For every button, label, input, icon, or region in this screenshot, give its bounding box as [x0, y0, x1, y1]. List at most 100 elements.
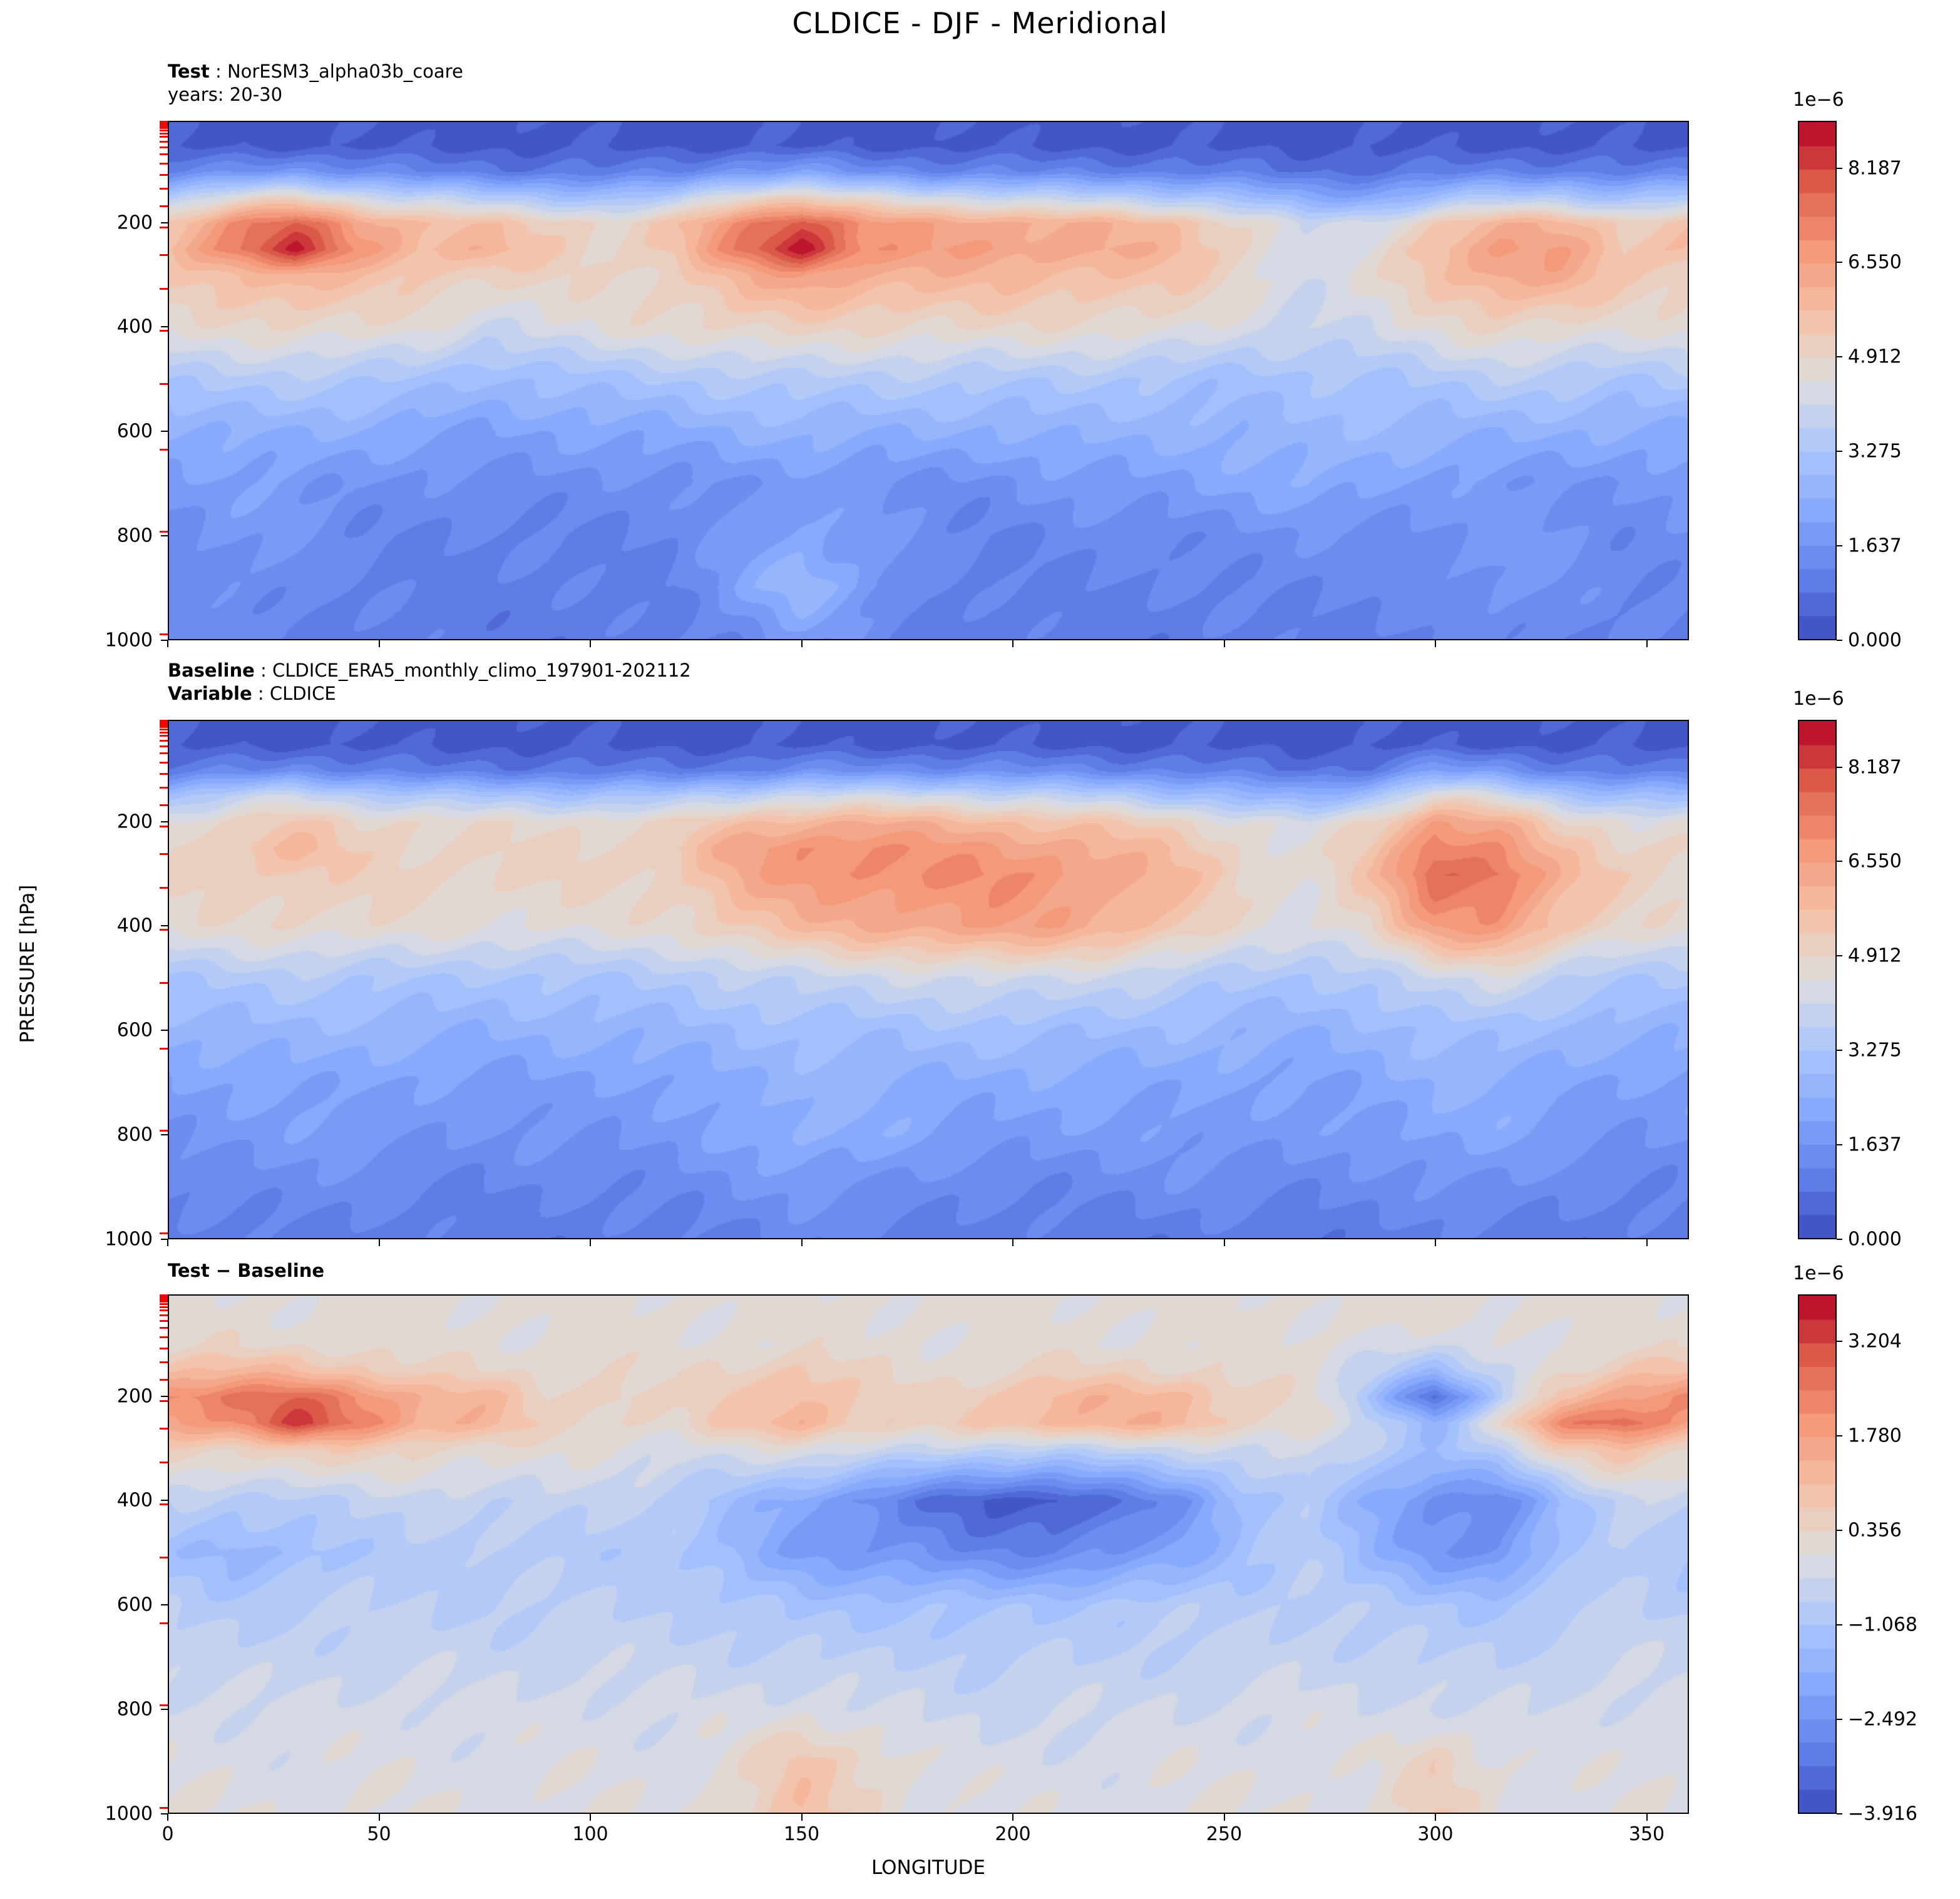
- colorbar-tick-label: −2.492: [1848, 1708, 1918, 1731]
- y-tick-label: 600: [116, 1019, 153, 1042]
- model-level-tick: [160, 735, 168, 737]
- model-level-tick: [160, 153, 168, 156]
- colorbar-tick: [1837, 640, 1842, 641]
- model-level-tick: [160, 1047, 168, 1050]
- model-level-tick: [160, 772, 168, 775]
- x-tick-label: 50: [367, 1823, 391, 1845]
- header-value: : CLDICE: [252, 683, 336, 704]
- panel-header-diff: Test − Baseline: [168, 1259, 324, 1282]
- y-tick-label: 1000: [105, 1228, 153, 1251]
- model-level-tick: [160, 253, 168, 256]
- x-tick-label: 100: [572, 1823, 608, 1845]
- colorbar-exponent-label: 1e−6: [1793, 688, 1844, 710]
- x-tick-label: 150: [783, 1823, 820, 1845]
- x-tick: [167, 1814, 168, 1821]
- model-level-tick: [160, 1556, 168, 1559]
- colorbar-tick-label: −3.916: [1848, 1803, 1918, 1825]
- model-level-tick: [160, 929, 168, 931]
- x-tick: [167, 640, 168, 647]
- y-tick-label: 1000: [105, 629, 153, 652]
- model-level-tick: [160, 633, 168, 635]
- model-level-tick: [160, 1303, 168, 1305]
- model-level-tick: [160, 745, 168, 747]
- colorbar-tick-label: 4.912: [1848, 346, 1902, 368]
- model-level-tick: [160, 531, 168, 533]
- model-level-tick: [160, 1622, 168, 1624]
- panel-header-test: Test : NorESM3_alpha03b_coare years: 20-…: [168, 60, 463, 106]
- y-tick: [161, 1134, 168, 1136]
- contour-canvas-baseline: [169, 721, 1688, 1238]
- model-level-tick: [160, 886, 168, 889]
- model-level-tick: [160, 1378, 168, 1381]
- model-level-tick: [160, 287, 168, 290]
- contour-panel-baseline: [168, 720, 1689, 1239]
- x-tick-label: 200: [995, 1823, 1031, 1845]
- model-level-tick: [160, 173, 168, 176]
- colorbar-tick: [1837, 167, 1842, 169]
- colorbar-tick: [1837, 1530, 1842, 1532]
- model-level-tick: [160, 1295, 168, 1298]
- x-tick: [1435, 640, 1436, 647]
- colorbar-baseline: [1798, 720, 1837, 1239]
- colorbar-tick: [1837, 545, 1842, 547]
- colorbar-tick: [1837, 356, 1842, 358]
- contour-canvas-test: [169, 122, 1688, 639]
- header-line: Test : NorESM3_alpha03b_coare: [168, 60, 463, 83]
- x-tick: [1012, 1239, 1013, 1246]
- model-level-tick: [160, 140, 168, 143]
- header-key: Variable: [168, 683, 252, 704]
- y-axis-label: PRESSURE [hPa]: [16, 884, 39, 1043]
- x-tick: [1223, 1239, 1225, 1246]
- x-tick: [1223, 1814, 1225, 1821]
- y-tick: [161, 821, 168, 822]
- model-level-tick: [160, 726, 168, 728]
- x-tick: [590, 640, 591, 647]
- y-tick-label: 1000: [105, 1803, 153, 1825]
- x-axis-label: LONGITUDE: [871, 1856, 985, 1879]
- model-level-tick: [160, 122, 168, 125]
- model-level-tick: [160, 227, 168, 229]
- y-tick: [161, 535, 168, 537]
- y-tick-label: 600: [116, 1594, 153, 1616]
- model-level-tick: [160, 1361, 168, 1363]
- colorbar-tick: [1837, 262, 1842, 264]
- header-key: Baseline: [168, 660, 255, 681]
- model-level-tick: [160, 448, 168, 451]
- colorbar-canvas-test: [1799, 122, 1835, 639]
- y-tick: [161, 1030, 168, 1031]
- model-level-tick: [160, 1806, 168, 1809]
- model-level-tick: [160, 826, 168, 828]
- model-level-tick: [160, 125, 168, 127]
- colorbar-tick: [1837, 766, 1842, 768]
- model-level-tick: [160, 127, 168, 129]
- x-tick: [167, 1239, 168, 1246]
- model-level-tick: [160, 1461, 168, 1463]
- model-level-tick: [160, 1400, 168, 1403]
- colorbar-tick-label: 3.275: [1848, 1039, 1902, 1062]
- y-tick-label: 400: [116, 1489, 153, 1512]
- colorbar-tick: [1837, 1813, 1842, 1815]
- y-tick: [161, 640, 168, 641]
- x-tick: [801, 640, 803, 647]
- model-level-tick: [160, 1336, 168, 1338]
- model-level-tick: [160, 720, 168, 723]
- model-level-tick: [160, 1314, 168, 1316]
- colorbar-canvas-baseline: [1799, 721, 1835, 1238]
- colorbar-test: [1798, 121, 1837, 640]
- model-level-tick: [160, 728, 168, 730]
- model-level-tick: [160, 981, 168, 984]
- colorbar-tick-label: 1.780: [1848, 1425, 1902, 1447]
- colorbar-tick-label: 8.187: [1848, 756, 1902, 779]
- y-tick: [161, 222, 168, 223]
- colorbar-tick: [1837, 861, 1842, 862]
- y-tick-label: 200: [116, 1385, 153, 1408]
- colorbar-tick: [1837, 1144, 1842, 1146]
- model-level-tick: [160, 804, 168, 806]
- y-tick-label: 200: [116, 811, 153, 833]
- colorbar-tick-label: −1.068: [1848, 1614, 1918, 1636]
- model-level-tick: [160, 1232, 168, 1234]
- header-line: Baseline : CLDICE_ERA5_monthly_climo_197…: [168, 659, 691, 682]
- contour-panel-diff: [168, 1294, 1689, 1814]
- model-level-tick: [160, 121, 168, 124]
- model-level-tick: [160, 162, 168, 165]
